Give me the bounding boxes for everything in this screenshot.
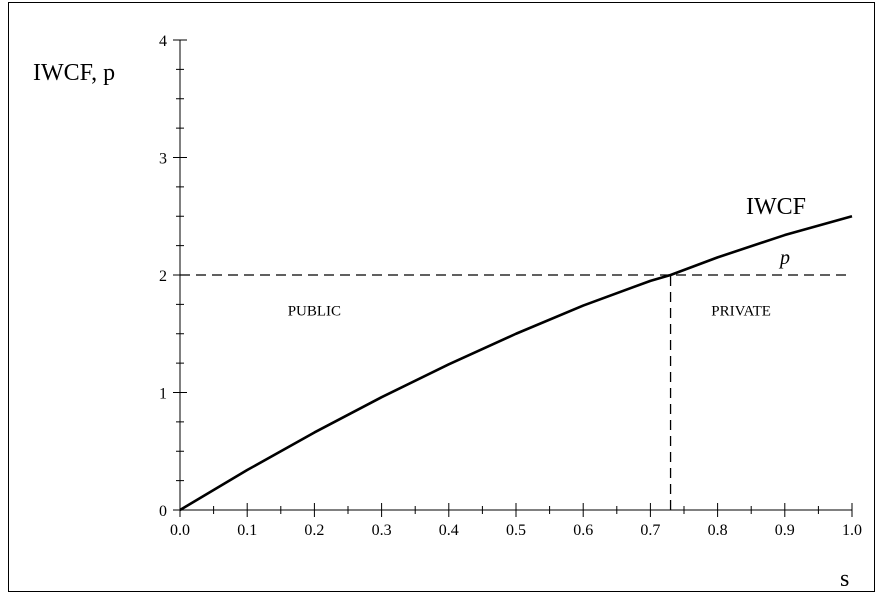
x-tick-label-10: 1.0	[842, 522, 862, 539]
y-tick-label-3: 3	[159, 151, 167, 168]
chart-frame	[8, 2, 875, 592]
y-axis-title: IWCF, p	[33, 60, 115, 86]
iwcf-series-label: IWCF	[746, 194, 806, 220]
y-tick-label-0: 0	[159, 503, 167, 520]
ticks-layer: 0.0 0.1 0.2 0.3 0.4 0.5 0.6 0.7 0.8 0.9 1.0 0 1 2 3 4	[159, 33, 862, 539]
x-tick-label-3: 0.3	[372, 522, 392, 539]
public-region-label: PUBLIC	[288, 304, 341, 320]
y-tick-label-4: 4	[159, 33, 167, 50]
y-tick-label-1: 1	[159, 386, 167, 403]
x-tick-label-0: 0.0	[170, 522, 190, 539]
x-tick-label-6: 0.6	[573, 522, 593, 539]
x-axis-title: s	[840, 566, 849, 592]
series-iwcf-line	[179, 214, 853, 512]
y-tick-label-2: 2	[159, 268, 167, 285]
curves-layer	[179, 214, 853, 512]
private-region-label: PRIVATE	[711, 304, 771, 320]
x-tick-label-7: 0.7	[640, 522, 660, 539]
x-tick-label-9: 0.9	[775, 522, 795, 539]
x-tick-label-5: 0.5	[506, 522, 526, 539]
x-tick-label-2: 0.2	[304, 522, 324, 539]
p-line-label: p	[778, 247, 790, 269]
x-tick-label-1: 0.1	[237, 522, 257, 539]
x-tick-label-4: 0.4	[439, 522, 459, 539]
x-tick-label-8: 0.8	[708, 522, 728, 539]
